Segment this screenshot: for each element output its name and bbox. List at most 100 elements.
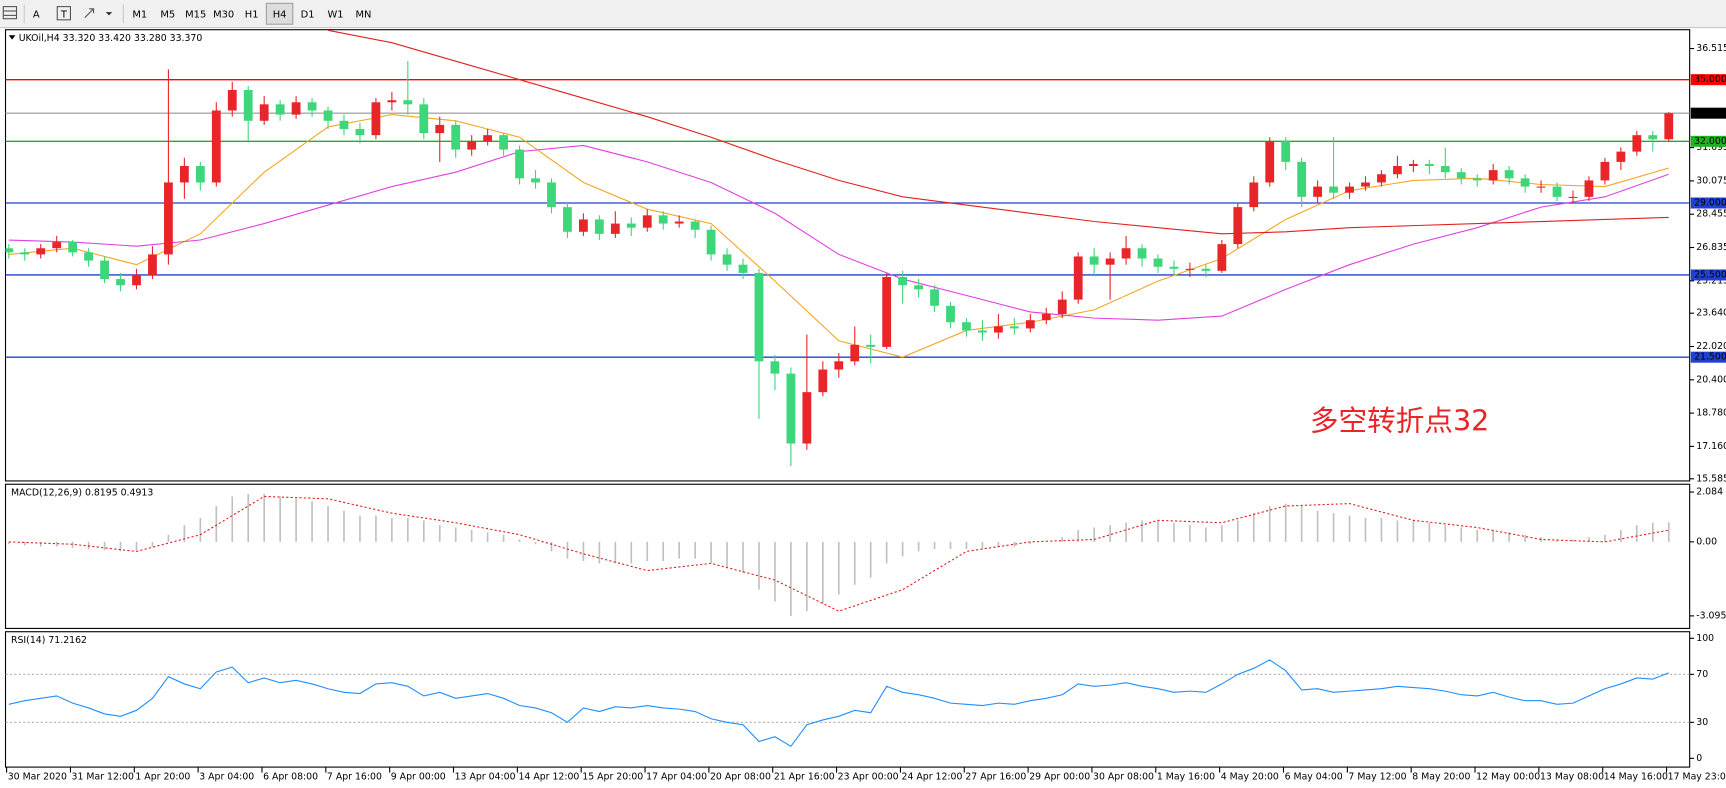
candle-body	[690, 221, 700, 230]
y-tick-label: 23.640	[1696, 308, 1726, 319]
y-tick-label: 17.160	[1696, 441, 1726, 452]
timeframe-button[interactable]: H4	[273, 9, 287, 20]
candle-body	[1153, 258, 1163, 267]
main-panel	[4, 29, 1691, 482]
x-tick-label: 14 Apr 12:00	[518, 771, 579, 782]
candle-body	[5, 248, 14, 253]
x-tick-label: 7 Apr 16:00	[327, 771, 382, 782]
x-tick-label: 13 Apr 04:00	[455, 771, 516, 782]
candle-body	[1185, 268, 1195, 270]
chart-title: UKOil,H4 33.320 33.420 33.280 33.370	[19, 33, 203, 44]
candle-body	[164, 182, 173, 255]
candle-body	[499, 135, 509, 150]
candle-body	[515, 149, 524, 179]
rsi-title: RSI(14) 71.2162	[11, 635, 87, 646]
candle-body	[850, 344, 860, 362]
timeframe-button[interactable]: H1	[245, 9, 259, 20]
x-tick-label: 30 Apr 08:00	[1093, 771, 1154, 782]
candle-body	[179, 166, 189, 183]
timeframe-button[interactable]: M15	[185, 9, 206, 20]
candle-body	[1456, 172, 1466, 179]
timeframe-button[interactable]: M30	[213, 9, 234, 20]
candle-body	[1169, 266, 1179, 269]
macd-panel	[4, 483, 1691, 629]
grid-tool-icon[interactable]	[2, 6, 18, 20]
candle-body	[1281, 141, 1291, 162]
candle-body	[68, 242, 78, 253]
candle-body	[52, 242, 62, 249]
candle-body	[1664, 113, 1674, 140]
timeframe-button[interactable]: W1	[327, 9, 343, 20]
candle-body	[1536, 186, 1546, 188]
timeframe-button[interactable]: MN	[356, 9, 372, 20]
x-tick-label: 4 May 20:00	[1221, 771, 1279, 782]
timeframe-button[interactable]: D1	[301, 9, 315, 20]
candle-body	[962, 322, 971, 331]
y-tick-label: -3.0957	[1696, 610, 1726, 621]
candle-body	[1440, 166, 1450, 173]
candle-body	[722, 254, 732, 265]
candle-body	[658, 215, 668, 224]
arrow-tool-icon[interactable]	[84, 8, 113, 18]
candle-body	[291, 102, 301, 115]
moving-average	[8, 114, 1669, 358]
level-label: 35.000	[1694, 74, 1726, 85]
y-tick-label: 15.585	[1696, 473, 1726, 484]
candle-body	[419, 104, 429, 134]
y-tick-label: 30.075	[1696, 175, 1726, 186]
level-label-box	[1690, 269, 1726, 281]
candle-body	[371, 102, 381, 136]
candle-body	[339, 120, 349, 130]
x-tick-label: 17 Apr 04:00	[646, 771, 707, 782]
x-tick-label: 29 Apr 00:00	[1029, 771, 1090, 782]
level-label-box	[1690, 135, 1726, 147]
candle-body	[993, 326, 1003, 333]
moving-average	[327, 29, 1669, 235]
rsi-line	[8, 659, 1669, 748]
x-tick-label: 6 May 04:00	[1285, 771, 1343, 782]
candle-body	[1009, 326, 1019, 329]
candle-body	[898, 277, 908, 286]
candle-body	[1025, 320, 1035, 329]
x-tick-label: 7 May 12:00	[1348, 771, 1406, 782]
icon-frame	[2, 6, 18, 20]
candle-body	[1313, 186, 1323, 197]
symbol-menu-arrow[interactable]	[8, 35, 16, 40]
x-tick-label: 23 Apr 00:00	[838, 771, 899, 782]
candle-body	[1424, 163, 1434, 167]
x-tick-label: 21 Apr 16:00	[774, 771, 835, 782]
x-tick-label: 20 Apr 08:00	[710, 771, 771, 782]
candle-body	[1488, 170, 1498, 181]
y-tick-label: 30	[1696, 717, 1708, 728]
candle-body	[1472, 178, 1482, 181]
candle-body	[1297, 161, 1307, 197]
x-tick-label: 24 Apr 12:00	[902, 771, 963, 782]
candle-body	[818, 369, 828, 393]
x-tick-label: 1 May 16:00	[1157, 771, 1215, 782]
candle-body	[1584, 180, 1594, 197]
tool-button[interactable]: T	[60, 9, 68, 20]
x-tick-label: 15 Apr 20:00	[582, 771, 643, 782]
candle-body	[227, 89, 237, 111]
candle-body	[275, 104, 285, 115]
candle-body	[547, 182, 556, 208]
timeframe-button[interactable]: M5	[160, 9, 175, 20]
candle-body	[946, 305, 955, 323]
macd-title: MACD(12,26,9) 0.8195 0.4913	[11, 488, 153, 499]
active-timeframe	[265, 2, 294, 25]
candle-body	[1201, 268, 1211, 271]
timeframe-button[interactable]: M1	[132, 9, 147, 20]
tool-button[interactable]: A	[33, 9, 40, 20]
candle-body	[1121, 248, 1131, 259]
candle-body	[323, 110, 333, 121]
candle-body	[1105, 258, 1115, 265]
y-tick-label: 25.215	[1696, 275, 1726, 286]
level-label: 29.000	[1694, 198, 1726, 209]
candle-body	[1217, 244, 1227, 271]
candle-body	[451, 124, 461, 150]
candle-body	[642, 215, 652, 228]
moving-average	[8, 144, 1669, 321]
candle-body	[1504, 170, 1514, 179]
